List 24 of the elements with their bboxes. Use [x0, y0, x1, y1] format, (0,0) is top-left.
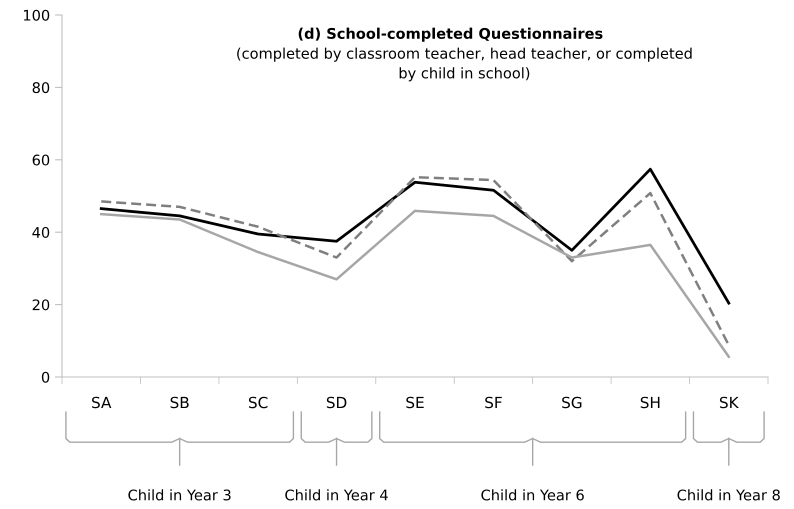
y-tick-label: 0: [42, 372, 50, 383]
x-tick-label: SG: [562, 396, 582, 408]
x-tick-label: SH: [640, 396, 660, 408]
line-series: [100, 168, 730, 305]
y-tick-label: 100: [24, 10, 50, 21]
x-tick-label: SE: [406, 396, 424, 408]
x-tick-label: SF: [485, 396, 502, 408]
text: Child in Year 6: [481, 489, 584, 501]
y-tick-label: 60: [32, 154, 50, 166]
y-tick-label: 40: [32, 226, 50, 238]
text: (d) School-completed Questionnaires: [298, 28, 602, 42]
line-series: [100, 210, 730, 358]
text: Child in Year 4: [285, 489, 388, 501]
y-tick-label: 80: [32, 82, 50, 94]
x-tick-label: SD: [326, 396, 346, 408]
x-tick-label: SA: [92, 396, 112, 408]
line-series: [100, 176, 730, 346]
x-tick-label: SB: [170, 396, 189, 408]
x-tick-label: SK: [720, 396, 739, 408]
x-tick-label: SC: [248, 396, 268, 408]
y-tick-label: 20: [32, 299, 50, 310]
text: Child in Year 8: [678, 489, 780, 501]
text: (completed by classroom teacher, head teacher, or completed by child in school): [237, 48, 692, 82]
text: Child in Year 3: [128, 489, 231, 501]
